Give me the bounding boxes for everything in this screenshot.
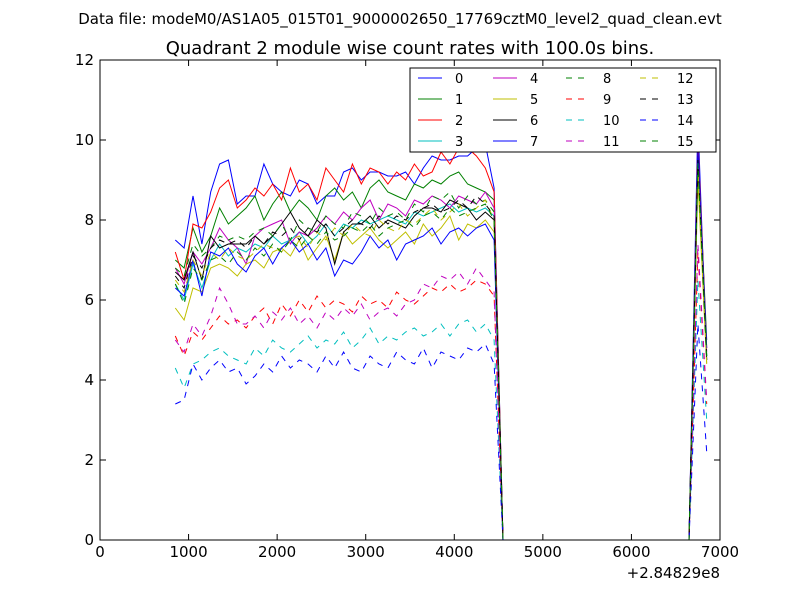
x-tick-label: 3000 [347, 543, 385, 561]
legend-label-4: 4 [530, 72, 538, 87]
legend-label-2: 2 [455, 114, 463, 129]
y-tick-label: 10 [75, 131, 94, 149]
legend-box [409, 67, 717, 153]
legend-label-0: 0 [455, 72, 463, 87]
legend-label-6: 6 [530, 114, 538, 129]
x-tick-label: 6000 [612, 543, 650, 561]
legend-label-3: 3 [455, 135, 463, 150]
legend-label-10: 10 [603, 114, 620, 129]
legend-label-12: 12 [677, 72, 694, 87]
suptitle: Data file: modeM0/AS1A05_015T01_90000026… [78, 10, 722, 29]
legend-label-5: 5 [530, 93, 538, 108]
legend-label-13: 13 [677, 93, 694, 108]
legend-label-7: 7 [530, 135, 538, 150]
x-tick-label: 0 [95, 543, 105, 561]
legend-label-11: 11 [603, 135, 620, 150]
y-tick-label: 8 [84, 211, 94, 229]
series-line-14 [175, 323, 708, 541]
y-tick-label: 12 [75, 51, 94, 69]
y-tick-label: 0 [84, 531, 94, 549]
y-tick-label: 2 [84, 451, 94, 469]
legend-label-14: 14 [677, 114, 694, 129]
x-tick-label: 2000 [258, 543, 296, 561]
legend-label-8: 8 [603, 72, 611, 87]
y-tick-label: 6 [84, 291, 94, 309]
y-tick-label: 4 [84, 371, 94, 389]
x-axis-ticks: 0 1000 2000 3000 4000 5000 6000 7000 [95, 60, 739, 561]
chart-title: Quadrant 2 module wise count rates with … [166, 38, 655, 59]
x-tick-label: 7000 [701, 543, 739, 561]
x-offset-label: +2.84829e8 [627, 564, 720, 582]
series-line-9 [174, 251, 708, 541]
x-tick-label: 5000 [524, 543, 562, 561]
legend-label-9: 9 [603, 93, 611, 108]
legend-label-15: 15 [677, 135, 694, 150]
x-tick-label: 4000 [435, 543, 473, 561]
x-tick-label: 1000 [169, 543, 207, 561]
legend-label-1: 1 [455, 93, 463, 108]
